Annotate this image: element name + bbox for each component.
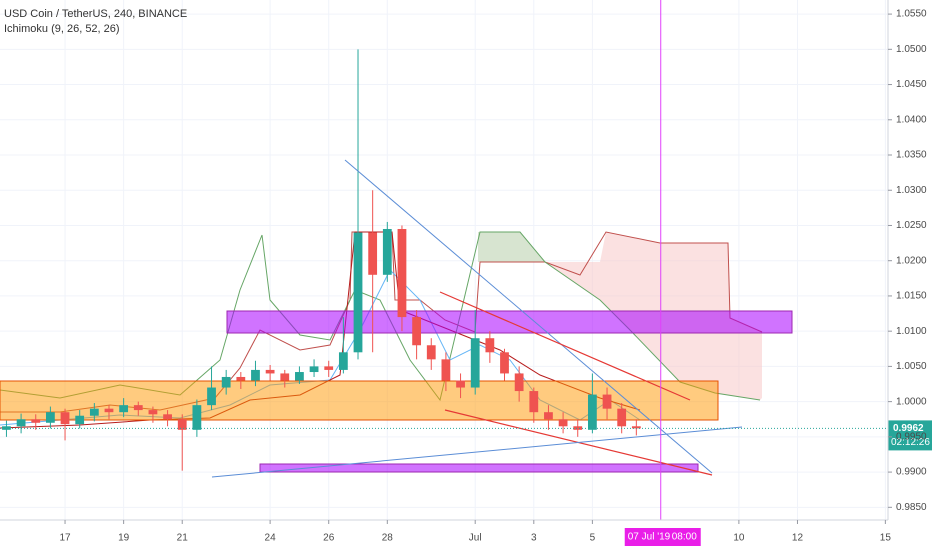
candle-body bbox=[412, 317, 422, 346]
y-tick-label: 1.0400 bbox=[896, 114, 927, 125]
candle-body bbox=[573, 426, 583, 430]
candle-body bbox=[45, 412, 55, 423]
candle-body bbox=[16, 419, 26, 427]
x-tick-label: Jul bbox=[469, 533, 482, 544]
candle-body bbox=[89, 408, 99, 416]
candle-body bbox=[119, 405, 129, 413]
candle-body bbox=[544, 412, 553, 420]
candle-body bbox=[485, 338, 495, 353]
candle-body bbox=[397, 228, 407, 318]
cursor-time: 08:00 bbox=[672, 532, 697, 543]
cloud-bullish bbox=[478, 232, 545, 262]
candle-body bbox=[236, 376, 246, 381]
trend-line bbox=[439, 291, 691, 401]
candle-body bbox=[529, 391, 539, 413]
x-tick-label: 12 bbox=[792, 533, 804, 544]
y-tick-label: 1.0250 bbox=[896, 220, 927, 231]
chart-title: USD Coin / TetherUS, 240, BINANCE bbox=[4, 8, 187, 20]
candle-body bbox=[338, 352, 348, 370]
y-tick-label: 1.0450 bbox=[896, 79, 927, 90]
trend-line bbox=[344, 159, 713, 474]
candle-body bbox=[514, 373, 524, 392]
x-tick-label: 26 bbox=[323, 533, 335, 544]
zone-rectangle bbox=[0, 380, 719, 421]
y-tick-label: 1.0150 bbox=[896, 291, 927, 302]
zone-rectangle bbox=[259, 463, 699, 473]
candle-body bbox=[192, 405, 202, 430]
x-tick-label: 24 bbox=[265, 533, 277, 544]
cursor-date-tag bbox=[624, 528, 701, 546]
y-tick-label: 1.0200 bbox=[896, 255, 927, 266]
candle-body bbox=[456, 380, 465, 388]
candles bbox=[2, 49, 641, 471]
candle-body bbox=[31, 419, 41, 423]
candle-body bbox=[265, 369, 275, 374]
candle-body bbox=[104, 408, 114, 413]
candle-body bbox=[163, 414, 172, 420]
candle-body bbox=[324, 366, 334, 370]
y-tick-label: 1.0550 bbox=[896, 9, 927, 20]
candle-body bbox=[60, 412, 70, 425]
grid bbox=[0, 0, 888, 520]
candle-body bbox=[221, 376, 231, 388]
y-tick-label: 0.9900 bbox=[896, 467, 927, 478]
candle-body bbox=[309, 366, 319, 373]
candle-body bbox=[148, 410, 158, 415]
y-tick-label: 1.0000 bbox=[896, 396, 927, 407]
candle-body bbox=[426, 345, 436, 360]
x-tick-label: 10 bbox=[733, 533, 745, 544]
candle-body bbox=[177, 419, 187, 430]
last-price-label: 0.9962 bbox=[893, 423, 924, 434]
candle-body bbox=[500, 352, 509, 374]
countdown-label: 02:12:26 bbox=[891, 437, 930, 448]
candle-body bbox=[558, 419, 568, 427]
candle-body bbox=[368, 232, 378, 275]
x-tick-label: 17 bbox=[59, 533, 71, 544]
x-tick-label: 28 bbox=[382, 533, 394, 544]
x-tick-label: 21 bbox=[177, 533, 189, 544]
candle-body bbox=[280, 373, 290, 381]
y-tick-label: 1.0500 bbox=[896, 44, 927, 55]
candle-body bbox=[602, 394, 612, 409]
cursor-date: 07 Jul '19 bbox=[628, 532, 671, 543]
candle-body bbox=[587, 394, 597, 430]
x-tick-label: 15 bbox=[880, 533, 892, 544]
trend-line bbox=[211, 426, 743, 478]
candle-body bbox=[617, 408, 627, 427]
candle-body bbox=[441, 359, 451, 381]
candle-body bbox=[251, 369, 260, 381]
candle-body bbox=[382, 228, 392, 275]
candle-body bbox=[631, 426, 641, 429]
candle-body bbox=[470, 338, 480, 388]
candle-body bbox=[133, 405, 143, 411]
x-tick-label: 3 bbox=[531, 533, 537, 544]
x-tick-label: 5 bbox=[590, 533, 596, 544]
y-tick-label: 0.9950 bbox=[896, 431, 927, 442]
candle-body bbox=[207, 387, 216, 406]
y-tick-label: 1.0300 bbox=[896, 185, 927, 196]
candle-body bbox=[295, 372, 304, 381]
candle-body bbox=[353, 232, 363, 353]
last-price-tag bbox=[888, 420, 932, 451]
y-tick-label: 0.9850 bbox=[896, 502, 927, 513]
indicator-label: Ichimoku (9, 26, 52, 26) bbox=[4, 23, 120, 35]
candle-body bbox=[75, 415, 85, 425]
y-tick-label: 1.0350 bbox=[896, 150, 927, 161]
x-tick-label: 19 bbox=[118, 533, 130, 544]
y-tick-label: 1.0050 bbox=[896, 361, 927, 372]
y-tick-label: 1.0100 bbox=[896, 326, 927, 337]
